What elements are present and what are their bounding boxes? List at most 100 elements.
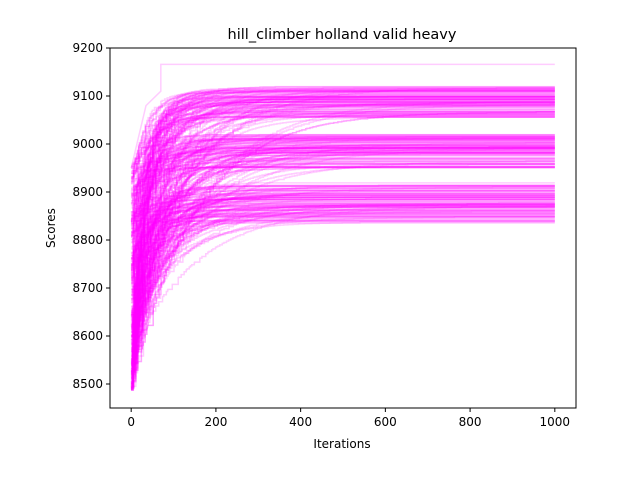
series-line xyxy=(131,149,555,370)
series-line xyxy=(131,152,555,173)
series-line xyxy=(131,143,555,195)
y-tick-label: 8700 xyxy=(72,281,103,295)
series-line xyxy=(130,87,555,184)
series-line xyxy=(131,209,555,307)
series-line xyxy=(131,198,555,321)
series-line xyxy=(130,166,555,198)
series-line xyxy=(131,95,555,367)
series-line xyxy=(131,141,555,385)
x-tick-label: 800 xyxy=(459,415,482,429)
series-line xyxy=(131,201,555,216)
series-line xyxy=(131,196,555,370)
series-line xyxy=(131,190,555,346)
series-line xyxy=(131,104,555,169)
series-line xyxy=(130,88,555,386)
series-line xyxy=(131,101,555,372)
series-line xyxy=(131,196,555,217)
series-line xyxy=(130,157,555,366)
series-line xyxy=(131,206,555,301)
series-line xyxy=(131,103,555,175)
series-line xyxy=(130,116,555,216)
series-line xyxy=(131,101,555,326)
series-line xyxy=(131,196,555,390)
series-line xyxy=(131,147,555,357)
series-line xyxy=(131,209,555,343)
series-line xyxy=(131,90,555,220)
series-line-max xyxy=(130,63,555,169)
x-tick-label: 1000 xyxy=(540,415,571,429)
series-line xyxy=(131,211,555,257)
series-line xyxy=(131,148,555,350)
series-line xyxy=(131,146,555,355)
series-line xyxy=(131,195,555,234)
series-line xyxy=(131,99,555,191)
series-line xyxy=(131,202,555,390)
series-line xyxy=(131,161,555,229)
series-line xyxy=(131,219,555,330)
series-line xyxy=(131,212,555,380)
series-line xyxy=(131,165,555,190)
series-line xyxy=(131,104,555,316)
series-line xyxy=(131,204,555,349)
series-line xyxy=(131,218,555,341)
series-line xyxy=(131,187,555,375)
series-line xyxy=(131,200,555,260)
series-line xyxy=(130,134,555,170)
series-line xyxy=(131,203,555,270)
series-line xyxy=(131,216,555,262)
series-line xyxy=(131,146,555,355)
series-line xyxy=(131,86,555,361)
series-line xyxy=(131,109,555,230)
y-tick-label: 8900 xyxy=(72,185,103,199)
series-line xyxy=(131,89,555,391)
series-line xyxy=(131,134,555,343)
series-line xyxy=(131,90,555,389)
series-line xyxy=(131,210,555,282)
series-line xyxy=(131,150,555,197)
series-line xyxy=(131,111,555,179)
series-line xyxy=(131,137,555,236)
series-line xyxy=(131,143,555,333)
series-line xyxy=(131,93,555,337)
series-line xyxy=(131,198,555,357)
series-line xyxy=(131,189,555,302)
axes xyxy=(109,47,577,409)
series-line xyxy=(130,144,555,390)
series-line xyxy=(131,98,555,360)
series-line xyxy=(131,101,555,226)
series-line xyxy=(131,165,555,175)
series-line xyxy=(131,103,555,389)
series-line xyxy=(131,104,555,207)
series-line xyxy=(130,95,555,214)
series-line xyxy=(131,154,555,268)
series-line xyxy=(131,141,555,318)
series-line xyxy=(131,193,555,334)
series-line xyxy=(131,160,555,330)
series-line xyxy=(131,109,555,279)
series-line xyxy=(130,90,555,223)
series-line xyxy=(131,116,555,249)
series-line xyxy=(130,212,555,328)
series-line xyxy=(131,151,555,345)
series-line xyxy=(131,146,555,259)
series-line xyxy=(131,160,555,190)
series-line xyxy=(131,186,555,369)
series-line xyxy=(130,144,555,390)
series-line xyxy=(131,96,555,348)
series-line xyxy=(131,147,555,272)
series-line xyxy=(130,97,555,317)
series-line xyxy=(131,213,555,287)
series-line xyxy=(131,102,555,197)
series-line xyxy=(131,206,555,361)
y-tick-label: 9000 xyxy=(72,137,103,151)
series-line xyxy=(130,187,555,384)
series-line xyxy=(131,140,555,280)
series-line xyxy=(131,220,555,303)
series-line xyxy=(131,111,555,360)
series-line xyxy=(131,158,555,385)
series-line xyxy=(131,215,555,233)
series-line xyxy=(131,186,555,267)
series-line xyxy=(131,144,555,267)
series-line xyxy=(131,202,555,389)
series-line xyxy=(131,144,555,267)
